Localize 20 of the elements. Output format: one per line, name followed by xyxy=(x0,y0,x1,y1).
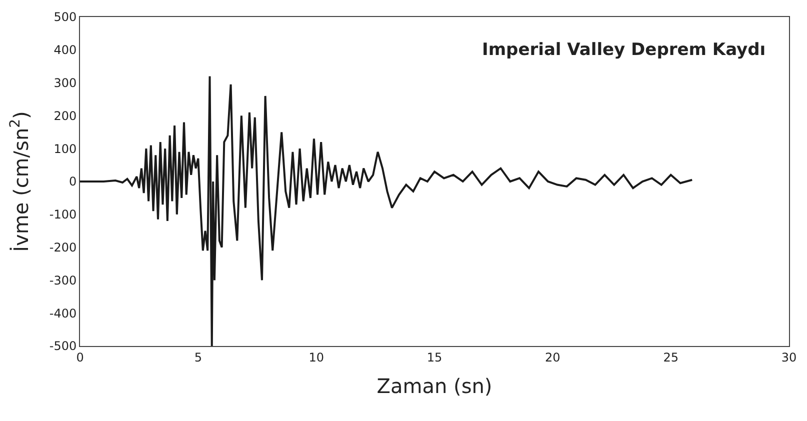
x-tick-label: 5 xyxy=(194,350,202,364)
x-tick-label: 10 xyxy=(308,350,324,364)
x-tick-label: 30 xyxy=(781,350,797,364)
text: Imperial Valley Deprem Kaydı xyxy=(482,40,766,60)
line-series xyxy=(80,75,694,346)
y-tick-label: 500 xyxy=(54,10,77,24)
x-tick-label: 25 xyxy=(663,350,678,364)
y-tick-label: -500 xyxy=(49,339,77,354)
x-tick-label: 15 xyxy=(426,350,442,364)
y-tick-label: 300 xyxy=(54,76,77,90)
y-tick-label: -100 xyxy=(49,208,77,222)
y-tick-label: 0 xyxy=(68,174,77,189)
x-tick-label: 20 xyxy=(545,350,560,364)
y-tick-label: 400 xyxy=(54,43,77,58)
y-tick-label: 100 xyxy=(54,142,77,156)
y-tick-label: 200 xyxy=(54,108,77,123)
y-tick-label: -200 xyxy=(49,240,77,254)
x-axis-title: Zaman (sn) xyxy=(376,374,492,398)
y-tick-label: -300 xyxy=(49,273,77,288)
y-tick-label: -400 xyxy=(49,306,77,320)
